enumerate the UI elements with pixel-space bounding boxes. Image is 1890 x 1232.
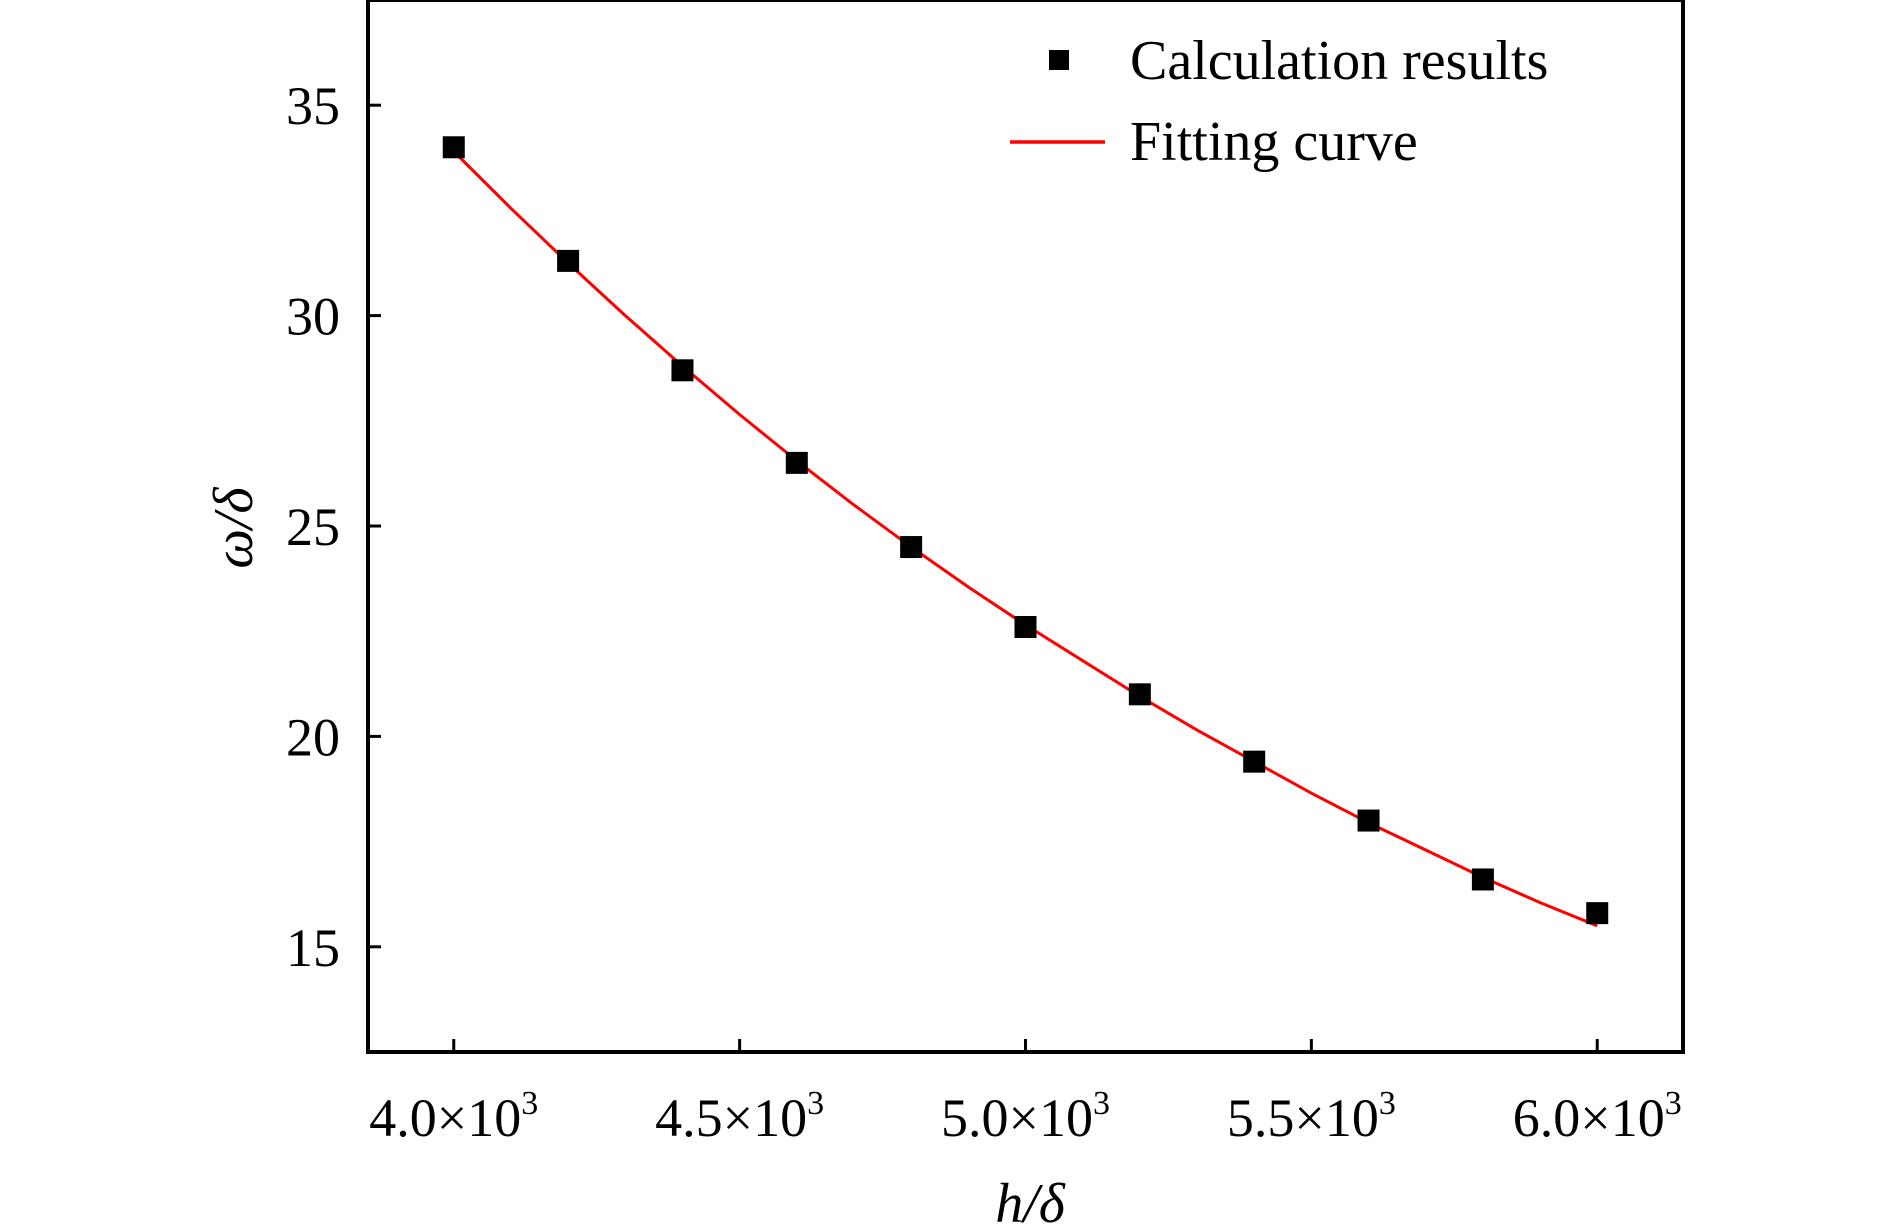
x-tick-label: 4.5×103 (655, 1085, 824, 1148)
x-tick-label: 4.0×103 (369, 1085, 538, 1148)
y-tick-label: 30 (286, 287, 340, 347)
x-tick-label: 5.5×103 (1227, 1085, 1396, 1148)
curve-layer (452, 150, 1598, 928)
ticks-layer (368, 103, 1599, 1052)
calculation-result-point (1471, 868, 1494, 891)
calculation-result-point (671, 359, 694, 382)
x-axis-title: h/δ (995, 1173, 1066, 1232)
calculation-result-point (900, 536, 923, 559)
fitting-curve-line (452, 150, 1598, 928)
calculation-result-point (557, 249, 580, 272)
legend-label-fitting-curve: Fitting curve (1130, 111, 1418, 173)
calculation-result-point (1357, 809, 1380, 832)
x-tick-label: 5.0×103 (941, 1085, 1110, 1148)
calculation-result-point (1586, 902, 1609, 925)
y-tick-label: 25 (286, 497, 340, 557)
calculation-result-point (1243, 750, 1266, 773)
plot-frame (366, 0, 1685, 1054)
y-tick-label: 35 (286, 76, 340, 136)
y-tick-label: 15 (286, 918, 340, 978)
calculation-result-point (785, 451, 808, 474)
calculation-result-point (442, 136, 465, 159)
y-tick-label: 20 (286, 707, 340, 767)
legend-marker-calculation-results (1049, 50, 1069, 70)
labels-layer: 4.0×103 4.5×103 5.0×103 5.5×103 6.0×103 15 20 2… (286, 76, 1682, 1148)
legend: Calculation results Fitting curve (1010, 30, 1548, 173)
y-axis-title: ω/δ (203, 486, 265, 568)
x-tick-label: 6.0×103 (1513, 1085, 1682, 1148)
points-layer (442, 136, 1609, 925)
calculation-result-point (1014, 615, 1037, 638)
legend-label-calculation-results: Calculation results (1130, 30, 1548, 92)
calculation-result-point (1128, 683, 1151, 706)
